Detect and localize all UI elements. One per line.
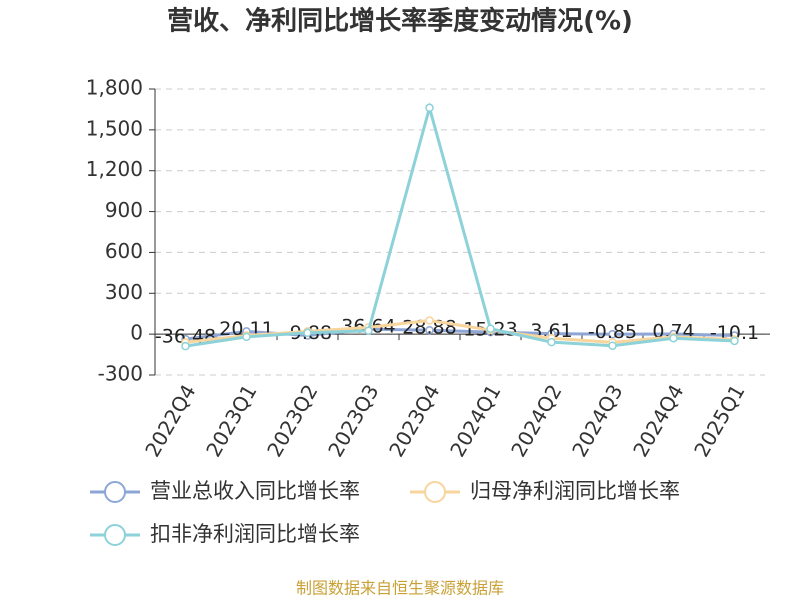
data-point [486, 324, 495, 333]
y-tick-label: 600 [105, 239, 143, 263]
data-point [425, 325, 434, 335]
y-tick-label: 0 [130, 321, 143, 345]
x-tick-label: 2023Q4 [384, 380, 444, 461]
data-point [547, 337, 556, 347]
chart-title: 营收、净利同比增长率季度变动情况(%) [167, 6, 633, 37]
x-tick-label: 2024Q2 [506, 380, 566, 461]
y-tick-label: -300 [98, 362, 143, 386]
data-point [242, 332, 251, 342]
legend-marker [104, 481, 126, 503]
data-point [608, 341, 617, 350]
x-tick-label: 2024Q4 [628, 380, 688, 461]
y-tick-label: 900 [105, 198, 143, 222]
data-point [730, 336, 739, 346]
x-tick-label: 2022Q4 [140, 380, 200, 461]
legend-label: 归母净利润同比增长率 [470, 479, 680, 503]
x-tick-label: 2024Q3 [567, 380, 627, 461]
legend-label: 扣非净利润同比增长率 [150, 522, 360, 546]
source-note: 制图数据来自恒生聚源数据库 [296, 579, 504, 598]
data-point [608, 330, 617, 339]
data-point [364, 326, 373, 335]
y-tick-label: 1,200 [86, 157, 143, 181]
data-label: -0.85 [588, 321, 637, 343]
x-tick-label: 2024Q1 [445, 380, 505, 461]
data-point [425, 316, 434, 325]
legend-label: 营业总收入同比增长率 [150, 479, 360, 503]
y-tick-label: 1,800 [86, 76, 143, 100]
x-tick-label: 2023Q1 [201, 380, 261, 461]
data-point [181, 341, 190, 351]
data-point [303, 328, 312, 338]
y-tick-label: 300 [105, 280, 143, 304]
x-tick-label: 2025Q1 [689, 380, 749, 461]
data-point [669, 333, 678, 343]
x-tick-label: 2023Q2 [262, 380, 322, 461]
x-tick-label: 2023Q3 [323, 380, 383, 461]
series-line [185, 102, 735, 348]
data-point [425, 103, 434, 113]
y-tick-label: 1,500 [86, 116, 143, 140]
legend-marker [424, 481, 446, 503]
legend-marker [104, 524, 126, 546]
